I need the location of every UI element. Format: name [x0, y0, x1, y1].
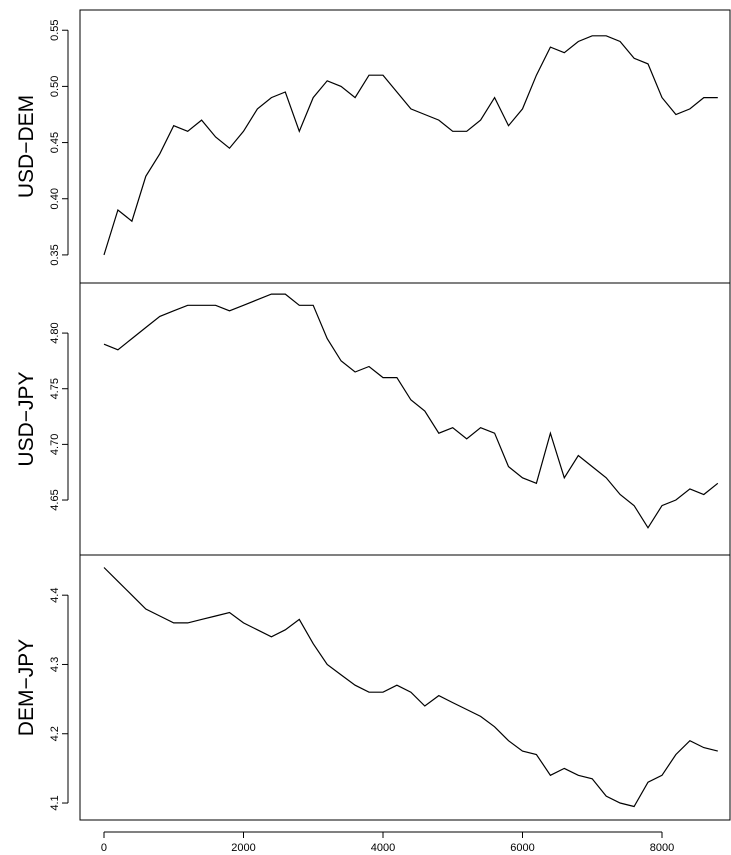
x-tick-label: 2000 [231, 842, 255, 854]
panel-frame [79, 282, 731, 556]
y-tick-label: 4.75 [49, 378, 61, 399]
y-tick-label: 4.1 [49, 795, 61, 810]
y-tick-label: 0.55 [49, 20, 61, 41]
series-line [103, 293, 719, 529]
x-tick-label: 4000 [371, 842, 395, 854]
y-tick-label: 0.40 [49, 188, 61, 209]
series-line [103, 35, 718, 256]
panel-frame [79, 554, 731, 821]
y-tick-label: 4.70 [49, 434, 61, 455]
y-axis-label: DEM−JPY [15, 639, 38, 736]
y-tick-label: 4.4 [49, 588, 61, 603]
y-axis-label: USD−JPY [15, 371, 38, 466]
x-tick-label: 6000 [510, 842, 534, 854]
y-tick-label: 0.35 [49, 244, 61, 265]
y-tick-label: 4.3 [49, 657, 61, 672]
y-tick-label: 0.45 [49, 132, 61, 153]
y-axis-label: USD−DEM [15, 95, 38, 198]
y-tick-label: 4.65 [49, 489, 61, 510]
panel-frame [79, 9, 731, 284]
series-line [103, 567, 718, 808]
x-tick-label: 8000 [650, 842, 674, 854]
y-tick-label: 4.2 [49, 726, 61, 741]
y-tick-label: 4.80 [49, 322, 61, 343]
y-tick-label: 0.50 [49, 76, 61, 97]
x-tick-label: 0 [101, 842, 107, 854]
